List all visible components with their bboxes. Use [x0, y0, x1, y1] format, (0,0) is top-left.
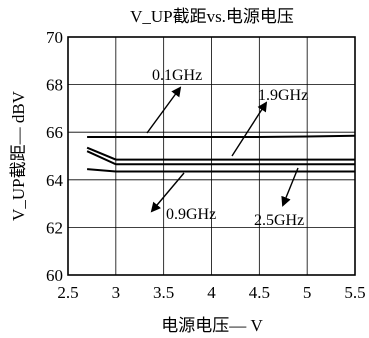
annotation-label: 0.9GHz	[166, 206, 216, 223]
y-tick-label: 64	[46, 171, 64, 190]
series-line-1-9ghz	[86, 146, 355, 161]
chart-title: V_UP截距vs.电源电压	[130, 7, 294, 26]
x-axis-title: 电源电压— V	[161, 316, 263, 335]
plot-frame	[67, 36, 356, 276]
series-annotations: 0.1GHz 1.9GHz 0.9GHz 2.5GHz	[146, 67, 308, 229]
annotation-arrow	[150, 172, 185, 213]
x-tick-label: 4.5	[249, 283, 270, 302]
annotation-label: 0.1GHz	[152, 67, 202, 84]
x-tick-label: 2.5	[57, 283, 78, 302]
annotation-label: 1.9GHz	[258, 87, 308, 104]
series-line-0-9ghz	[86, 150, 355, 166]
y-tick-label: 68	[46, 76, 63, 95]
x-tick-labels: 2.5 3 3.5 4 4.5 5 5.5	[57, 283, 365, 302]
x-tick-label: 3.5	[153, 283, 174, 302]
y-tick-label: 66	[46, 123, 63, 142]
y-tick-label: 62	[46, 218, 63, 237]
series-line-2-5ghz	[87, 168, 355, 173]
grid-lines	[67, 36, 356, 276]
y-tick-label: 60	[46, 266, 63, 285]
x-tick-label: 4	[207, 283, 216, 302]
y-tick-labels: 60 62 64 66 68 70	[46, 28, 64, 285]
series-lines	[86, 134, 356, 173]
y-axis-title: V_UP截距— dBV	[9, 90, 28, 221]
x-tick-label: 5	[303, 283, 312, 302]
x-tick-label: 5.5	[344, 283, 365, 302]
x-tick-label: 3	[112, 283, 121, 302]
annotation-label: 2.5GHz	[254, 212, 304, 229]
annotation-arrow	[231, 101, 268, 157]
y-tick-label: 70	[46, 28, 63, 47]
annotation-arrow	[281, 167, 299, 207]
series-line-0-1ghz	[87, 134, 356, 138]
annotation-arrow	[146, 86, 182, 134]
